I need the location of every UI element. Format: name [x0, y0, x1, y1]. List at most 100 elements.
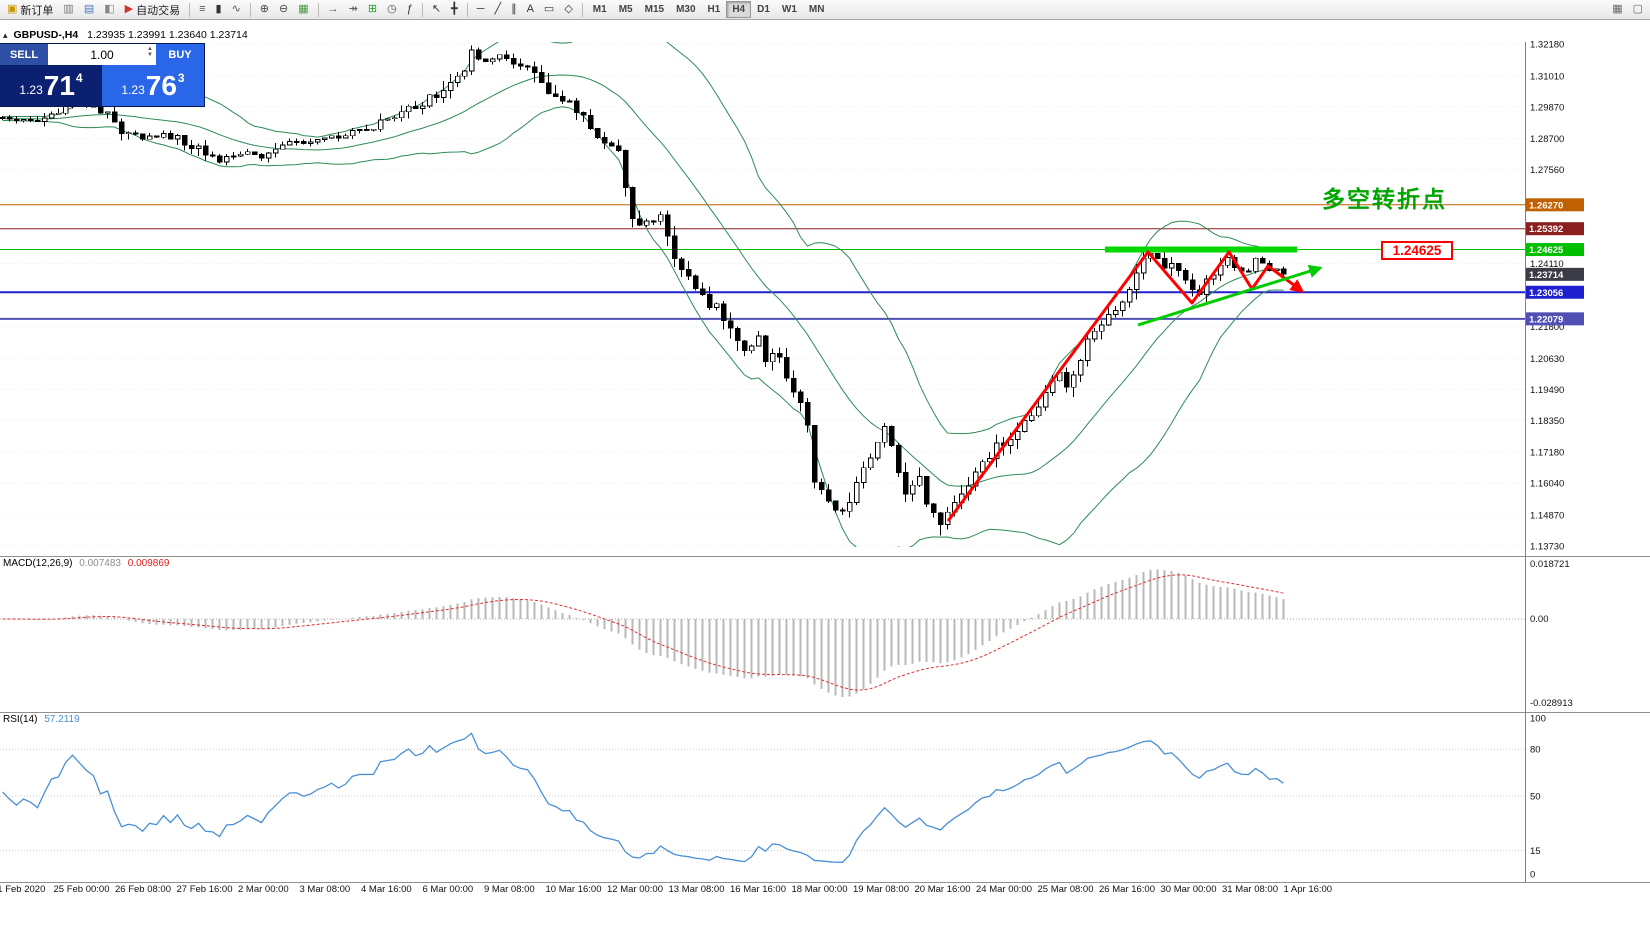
auto-trading-button[interactable]: ▶ 自动交易 [120, 1, 185, 19]
svg-text:80: 80 [1530, 745, 1541, 756]
timeframe-m5[interactable]: M5 [613, 1, 639, 18]
cascade-windows-button[interactable]: ▢ [1628, 1, 1648, 19]
channel-tool-button[interactable]: ∥ [506, 1, 522, 19]
price-level-box[interactable]: 1.24625 [1381, 241, 1453, 260]
svg-text:0: 0 [1530, 870, 1535, 881]
candlestick-chart-button[interactable]: ▮ [211, 1, 227, 19]
svg-text:1.28700: 1.28700 [1530, 134, 1564, 145]
tile-windows-button[interactable]: ▦ [1607, 1, 1627, 19]
svg-text:0.00: 0.00 [1530, 614, 1549, 625]
shapes-tool-icon: ◇ [564, 3, 573, 15]
market-watch-icon: ◧ [104, 3, 115, 15]
buy-button[interactable]: BUY [156, 44, 204, 65]
svg-text:6 Mar 00:00: 6 Mar 00:00 [423, 884, 474, 895]
grid-button[interactable]: ▦ [293, 1, 313, 19]
shapes-tool-button[interactable]: ◇ [559, 1, 577, 19]
candlestick-chart-icon: ▮ [215, 3, 222, 15]
toolbar: ▣ 新订单 ▥ ▤ ◧ ▶ 自动交易 ≡ ▮ ∿ ⊕ ⊖ ▦ → ↠ ⊞ ◷ [0, 0, 1650, 20]
chart-shift-button[interactable]: → [323, 1, 344, 19]
text-tool-button[interactable]: A [522, 1, 539, 19]
bar-chart-button[interactable]: ≡ [194, 1, 210, 19]
turning-point-annotation[interactable]: 多空转折点 [1322, 186, 1447, 212]
svg-text:27 Feb 16:00: 27 Feb 16:00 [177, 884, 233, 895]
chart-workspace: 1.32180 1.31010 1.29870 1.28700 1.27560 1.241… [0, 20, 1650, 944]
sell-price-prefix: 1.23 [19, 83, 43, 97]
hline-tool-icon: ─ [476, 3, 485, 15]
zoom-out-icon: ⊖ [279, 3, 289, 15]
auto-scroll-button[interactable]: ↠ [344, 1, 363, 19]
toolbar-separator [581, 2, 583, 17]
trendline-tool-button[interactable]: ╱ [489, 1, 506, 19]
timeframe-m30[interactable]: M30 [670, 1, 701, 18]
line-chart-button[interactable]: ∿ [227, 1, 246, 19]
svg-text:30 Mar 00:00: 30 Mar 00:00 [1161, 884, 1217, 895]
zoom-in-button[interactable]: ⊕ [255, 1, 274, 19]
volume-input[interactable]: 1.00 ▲ ▼ [48, 44, 156, 65]
line-chart-icon: ∿ [231, 3, 241, 15]
svg-text:26 Feb 08:00: 26 Feb 08:00 [115, 884, 171, 895]
svg-text:24 Mar 00:00: 24 Mar 00:00 [976, 884, 1032, 895]
channel-tool-icon: ∥ [511, 3, 517, 15]
market-watch-button[interactable]: ◧ [99, 1, 119, 19]
oneclick-collapse-icon[interactable]: ▴ [3, 30, 8, 40]
svg-text:31 Mar 08:00: 31 Mar 08:00 [1222, 884, 1278, 895]
svg-text:1.19490: 1.19490 [1530, 385, 1564, 396]
chart-window-icon: ▥ [63, 3, 74, 15]
macd-indicator-label: MACD(12,26,9) 0.007483 0.009869 [3, 558, 169, 569]
chart-ohlc-values: 1.23935 1.23991 1.23640 1.23714 [87, 29, 248, 41]
sell-button[interactable]: SELL [0, 44, 48, 65]
rsi-name: RSI(14) [3, 714, 38, 725]
new-order-button[interactable]: ▣ 新订单 [2, 1, 58, 19]
svg-text:1.26270: 1.26270 [1529, 200, 1563, 211]
timeframe-h4[interactable]: H4 [726, 1, 752, 18]
buy-price-big: 76 [145, 69, 177, 101]
zoom-out-button[interactable]: ⊖ [274, 1, 293, 19]
svg-text:0.018721: 0.018721 [1530, 559, 1570, 570]
sell-price-display[interactable]: 1.23 71 4 [0, 65, 102, 106]
auto-scroll-icon: ↠ [348, 3, 358, 15]
grid-icon: ▦ [298, 3, 309, 15]
period-clock-button[interactable]: ◷ [382, 1, 402, 19]
timeframe-m15[interactable]: M15 [639, 1, 670, 18]
svg-text:2 Mar 00:00: 2 Mar 00:00 [238, 884, 289, 895]
svg-text:18 Mar 00:00: 18 Mar 00:00 [792, 884, 848, 895]
svg-text:100: 100 [1530, 714, 1546, 725]
timeframe-w1[interactable]: W1 [776, 1, 803, 18]
clock-icon: ◷ [387, 3, 397, 15]
buy-price-display[interactable]: 1.23 76 3 [102, 65, 204, 106]
new-order-icon: ▣ [7, 3, 18, 15]
profiles-button[interactable]: ▤ [79, 1, 99, 19]
volume-up-icon[interactable]: ▲ [147, 46, 153, 52]
crosshair-button[interactable]: ╋ [446, 1, 463, 19]
timeframe-d1[interactable]: D1 [751, 1, 776, 18]
svg-text:1.24625: 1.24625 [1529, 245, 1564, 256]
svg-text:1.25392: 1.25392 [1529, 224, 1563, 235]
timeframe-m1[interactable]: M1 [587, 1, 613, 18]
timeframe-mn[interactable]: MN [803, 1, 831, 18]
buy-price-prefix: 1.23 [121, 83, 145, 97]
volume-down-icon[interactable]: ▼ [147, 52, 153, 58]
svg-text:12 Mar 00:00: 12 Mar 00:00 [607, 884, 663, 895]
hline-tool-button[interactable]: ─ [472, 1, 490, 19]
chart-window-button[interactable]: ▥ [58, 1, 78, 19]
svg-text:1.14870: 1.14870 [1530, 510, 1564, 521]
sell-price-pip: 4 [75, 71, 83, 85]
toolbar-separator [421, 2, 423, 17]
cursor-button[interactable]: ↖ [427, 1, 446, 19]
toolbar-separator [249, 2, 251, 17]
toolbar-separator [189, 2, 191, 17]
macd-signal-value: 0.009869 [127, 558, 170, 569]
cascade-windows-icon: ▢ [1632, 3, 1643, 15]
price-chart-canvas[interactable]: 1.32180 1.31010 1.29870 1.28700 1.27560 1.241… [0, 20, 1650, 944]
label-tool-button[interactable]: ▭ [539, 1, 559, 19]
chart-title-bar: ▴ GBPUSD-,H4 1.23935 1.23991 1.23640 1.2… [3, 29, 248, 41]
indicators-button[interactable]: ƒ [402, 1, 418, 19]
toolbar-separator [317, 2, 319, 17]
chart-shift-icon: → [327, 3, 339, 15]
svg-text:1.27560: 1.27560 [1530, 165, 1564, 176]
add-indicator-button[interactable]: ⊞ [363, 1, 382, 19]
auto-trading-label: 自动交易 [136, 4, 181, 17]
timeframe-h1[interactable]: H1 [702, 1, 727, 18]
volume-value: 1.00 [90, 47, 114, 62]
auto-trading-icon: ▶ [124, 3, 134, 15]
